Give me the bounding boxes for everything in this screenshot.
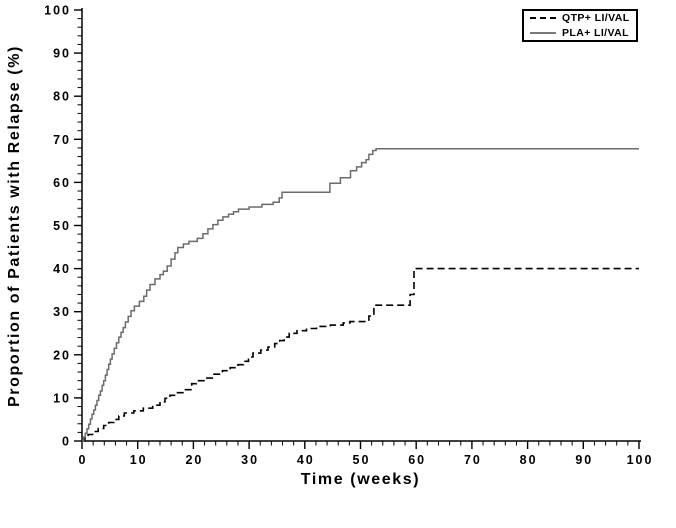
x-tick-label: 20 [185,453,203,467]
x-tick-label: 10 [130,453,148,467]
y-tick-label: 90 [53,47,71,61]
y-tick-label: 0 [62,435,71,449]
dashed-line-icon [530,17,556,19]
legend: QTP+ LI/VAL PLA+ LI/VAL [522,9,638,42]
y-tick-label: 60 [53,176,71,190]
x-tick-label: 90 [575,453,593,467]
y-tick-label: 10 [53,391,71,405]
x-tick-label: 40 [297,453,315,467]
series-line-qtp-li-val [82,267,639,442]
solid-line-icon [530,32,556,34]
x-tick-label: 100 [627,453,654,467]
y-tick-label: 100 [44,4,71,18]
legend-label-pla: PLA+ LI/VAL [562,27,629,39]
y-tick-label: 40 [53,262,71,276]
legend-item-qtp: QTP+ LI/VAL [530,12,636,24]
x-tick-label: 60 [408,453,426,467]
legend-label-qtp: QTP+ LI/VAL [562,12,630,24]
x-tick-label: 70 [464,453,482,467]
y-tick-label: 50 [53,219,71,233]
y-tick-label: 20 [53,348,71,362]
x-tick-label: 80 [520,453,538,467]
x-tick-label: 50 [353,453,371,467]
y-tick-label: 80 [53,90,71,104]
y-tick-label: 30 [53,305,71,319]
legend-item-pla: PLA+ LI/VAL [530,27,636,39]
x-tick-label: 0 [79,453,88,467]
y-axis-title: Proportion of Patients with Relapse (%) [6,45,23,407]
y-tick-label: 70 [53,133,71,147]
series-line-pla-li-val [82,148,639,442]
x-tick-label: 30 [241,453,259,467]
x-axis-title: Time (weeks) [300,471,421,488]
